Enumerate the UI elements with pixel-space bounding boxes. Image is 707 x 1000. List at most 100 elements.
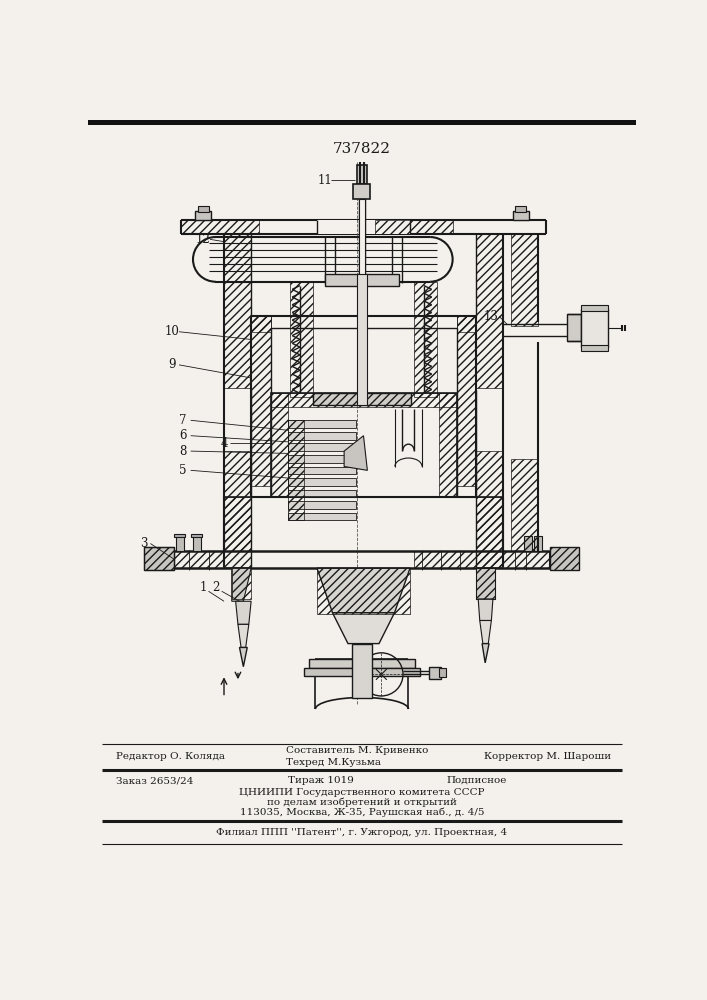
Polygon shape <box>232 568 251 601</box>
Text: ЦНИИПИ Государственного комитета СССР: ЦНИИПИ Государственного комитета СССР <box>239 788 485 797</box>
Text: 10: 10 <box>165 325 180 338</box>
Bar <box>476 568 495 599</box>
Bar <box>375 220 452 234</box>
Bar <box>198 206 209 212</box>
Bar <box>513 211 529 220</box>
Bar <box>356 274 368 405</box>
Bar <box>288 501 356 509</box>
Bar <box>224 234 251 388</box>
Bar <box>174 551 224 568</box>
Bar <box>288 455 356 463</box>
Bar <box>359 199 365 284</box>
Bar <box>352 644 372 698</box>
Bar <box>325 274 399 286</box>
Text: Техред М.Кузьма: Техред М.Кузьма <box>286 758 381 767</box>
Bar <box>313 393 411 405</box>
Bar <box>440 393 457 497</box>
Bar <box>288 420 304 520</box>
Bar <box>288 513 356 520</box>
Bar <box>567 314 581 341</box>
Bar <box>290 282 313 397</box>
Bar <box>510 459 538 551</box>
Text: 7: 7 <box>179 414 187 427</box>
Bar <box>356 274 368 405</box>
Bar <box>288 420 356 428</box>
Bar <box>182 220 259 234</box>
Text: 9: 9 <box>168 358 176 371</box>
Polygon shape <box>482 644 489 663</box>
Polygon shape <box>480 620 491 644</box>
Bar <box>534 536 542 551</box>
Bar <box>224 451 251 551</box>
Text: 4: 4 <box>221 437 228 450</box>
Bar <box>429 667 441 679</box>
Bar <box>440 668 445 677</box>
Bar <box>414 551 549 568</box>
Text: Редактор О. Коляда: Редактор О. Коляда <box>115 752 225 761</box>
Bar <box>457 316 476 486</box>
Bar <box>515 206 526 212</box>
Polygon shape <box>317 568 410 613</box>
Bar <box>175 534 185 537</box>
Bar <box>271 393 457 407</box>
Text: Подписное: Подписное <box>446 776 507 785</box>
Polygon shape <box>332 613 395 644</box>
Bar <box>288 478 356 486</box>
Bar <box>224 497 251 567</box>
Bar <box>144 547 174 570</box>
Bar <box>581 305 609 311</box>
Bar <box>524 536 532 551</box>
Bar <box>304 668 420 676</box>
Bar <box>356 165 368 184</box>
Text: Тираж 1019: Тираж 1019 <box>288 776 354 785</box>
Bar <box>581 345 609 351</box>
Polygon shape <box>238 624 249 647</box>
Bar <box>510 234 538 326</box>
Bar <box>192 534 202 537</box>
Bar <box>581 309 609 347</box>
Text: 13: 13 <box>484 310 499 323</box>
Bar <box>251 316 271 486</box>
Text: Составитель М. Кривенко: Составитель М. Кривенко <box>286 746 428 755</box>
Bar <box>476 451 503 551</box>
Text: 12: 12 <box>196 233 211 246</box>
Polygon shape <box>478 599 493 620</box>
Bar <box>88 120 636 125</box>
Text: 6: 6 <box>179 429 187 442</box>
Text: 737822: 737822 <box>333 142 391 156</box>
Bar <box>144 547 174 570</box>
Bar <box>288 490 356 497</box>
Bar <box>288 432 356 440</box>
Bar <box>549 547 579 570</box>
Bar <box>457 316 476 332</box>
Text: Филиал ППП ''Патент'', г. Ужгород, ул. Проектная, 4: Филиал ППП ''Патент'', г. Ужгород, ул. П… <box>216 828 508 837</box>
Bar <box>288 466 356 474</box>
Bar <box>176 536 184 551</box>
Bar <box>476 234 503 388</box>
Text: по делам изобретений и открытий: по делам изобретений и открытий <box>267 797 457 807</box>
Bar <box>144 547 174 570</box>
Bar <box>549 547 579 570</box>
Bar <box>288 443 356 451</box>
Polygon shape <box>344 436 368 470</box>
Text: 113035, Москва, Ж-35, Раушская наб., д. 4/5: 113035, Москва, Ж-35, Раушская наб., д. … <box>240 807 484 817</box>
Bar <box>195 211 211 220</box>
Bar <box>476 497 503 567</box>
Bar <box>317 568 410 614</box>
Text: 11: 11 <box>317 174 332 187</box>
Polygon shape <box>240 647 247 667</box>
Text: Корректор М. Шароши: Корректор М. Шароши <box>484 752 611 761</box>
Bar <box>193 536 201 551</box>
Text: Заказ 2653/24: Заказ 2653/24 <box>115 776 193 785</box>
Text: 2: 2 <box>213 581 220 594</box>
Bar <box>251 316 271 332</box>
Bar <box>317 220 410 234</box>
Text: 1: 1 <box>199 581 206 594</box>
Bar <box>354 184 370 199</box>
Bar <box>271 393 457 497</box>
Bar <box>271 393 288 497</box>
Bar <box>232 568 251 599</box>
Bar <box>309 659 414 668</box>
Text: 3: 3 <box>141 537 148 550</box>
Polygon shape <box>235 601 251 624</box>
